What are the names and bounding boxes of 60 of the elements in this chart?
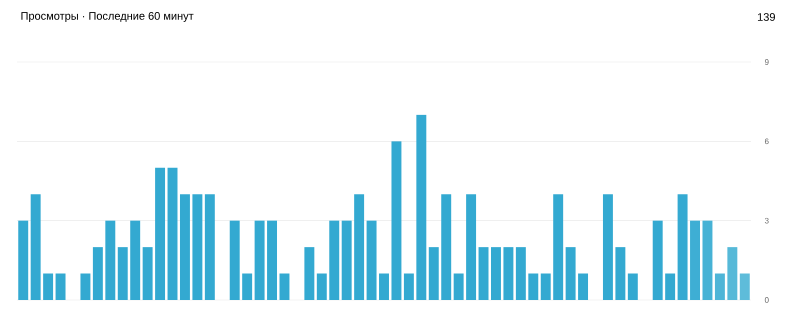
bar — [18, 220, 28, 300]
bar — [56, 274, 66, 300]
bar — [665, 274, 676, 300]
chart-title: Просмотры · Последние 60 минут — [21, 12, 194, 22]
bar — [740, 274, 750, 300]
bar — [267, 220, 278, 300]
y-tick-label: 6 — [764, 138, 769, 144]
bar — [316, 274, 327, 300]
bar — [466, 194, 476, 300]
bar — [503, 247, 514, 300]
bar — [714, 274, 725, 300]
bar — [602, 194, 613, 300]
bar — [80, 274, 90, 300]
bar — [516, 247, 526, 300]
bar — [553, 194, 564, 300]
bar — [702, 220, 712, 300]
bar — [404, 274, 414, 300]
bar — [727, 247, 738, 300]
bar — [528, 274, 538, 300]
bar — [478, 247, 489, 300]
bar — [43, 274, 54, 300]
bar — [254, 220, 265, 300]
bar — [354, 194, 364, 300]
bar — [304, 247, 314, 300]
bar — [342, 220, 352, 300]
bar — [168, 168, 178, 300]
bar — [690, 220, 700, 300]
bar — [441, 194, 452, 300]
y-tick-label: 9 — [764, 59, 769, 65]
bar — [192, 194, 202, 300]
y-tick-label: 3 — [764, 218, 769, 224]
bar — [30, 194, 41, 300]
bar — [391, 141, 402, 300]
bar — [130, 220, 140, 300]
bar — [105, 220, 116, 300]
bar — [230, 220, 240, 300]
bar — [428, 247, 439, 300]
text: 139 — [758, 13, 775, 21]
bar — [652, 220, 663, 300]
bar — [678, 194, 688, 300]
bar — [329, 220, 340, 300]
bar — [540, 274, 551, 300]
bar — [280, 274, 290, 300]
bar — [142, 247, 153, 300]
bar — [566, 247, 576, 300]
bar — [204, 194, 215, 300]
bar — [366, 220, 377, 300]
bar — [615, 247, 626, 300]
bar — [118, 247, 128, 300]
bar — [180, 194, 190, 300]
bar — [628, 274, 638, 300]
bar — [155, 168, 166, 300]
bar — [242, 274, 252, 300]
bar — [578, 274, 588, 300]
bar — [416, 114, 426, 300]
bar — [454, 274, 464, 300]
bar — [379, 274, 389, 300]
y-tick-label: 0 — [764, 297, 769, 303]
bar — [92, 247, 103, 300]
bar — [490, 247, 501, 300]
